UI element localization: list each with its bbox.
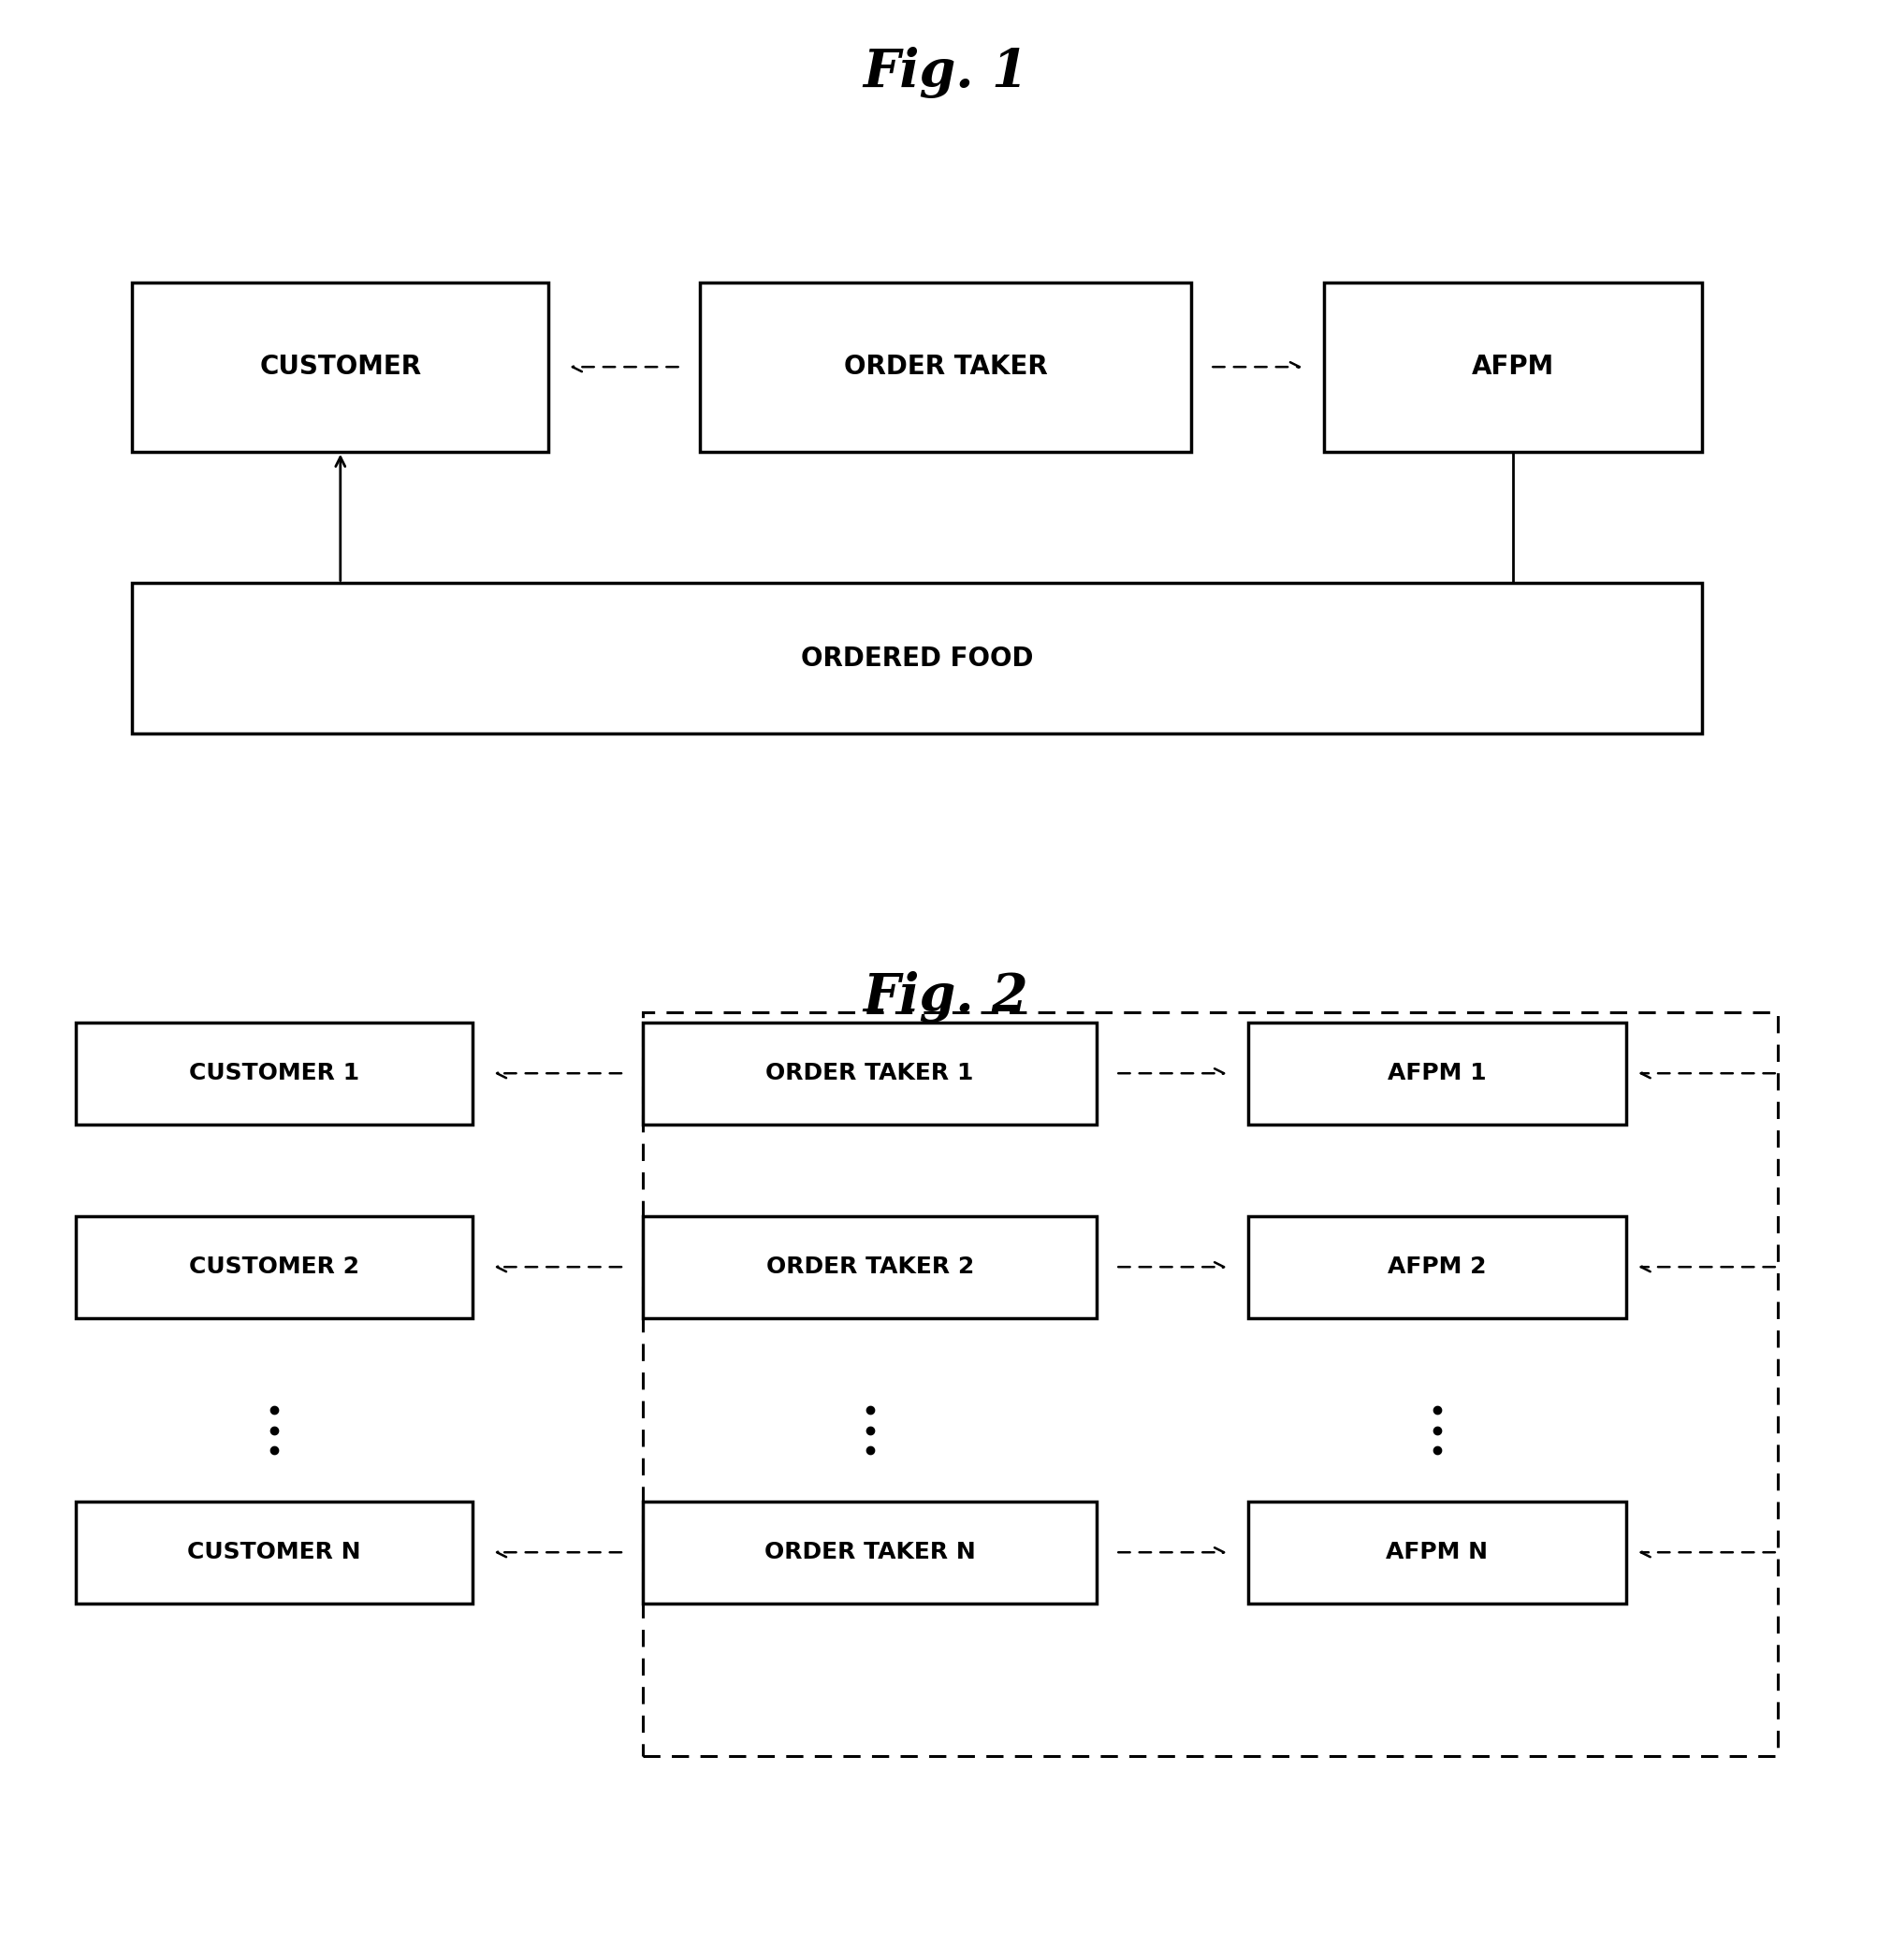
Text: CUSTOMER 2: CUSTOMER 2 — [189, 1256, 359, 1278]
Text: Fig. 2: Fig. 2 — [862, 972, 1029, 1023]
Text: ORDER TAKER: ORDER TAKER — [843, 355, 1048, 380]
Text: AFPM 1: AFPM 1 — [1388, 1062, 1486, 1084]
Bar — [76, 1215, 473, 1317]
Text: AFPM N: AFPM N — [1386, 1541, 1488, 1564]
Text: CUSTOMER N: CUSTOMER N — [187, 1541, 361, 1564]
Bar — [1248, 1501, 1626, 1603]
Bar — [1248, 1215, 1626, 1317]
Bar — [132, 282, 548, 451]
Bar — [132, 584, 1702, 733]
Text: AFPM: AFPM — [1471, 355, 1554, 380]
Text: CUSTOMER 1: CUSTOMER 1 — [189, 1062, 359, 1084]
Bar — [1248, 1023, 1626, 1125]
Text: ORDER TAKER 1: ORDER TAKER 1 — [766, 1062, 974, 1084]
Text: ORDER TAKER N: ORDER TAKER N — [764, 1541, 976, 1564]
Bar — [700, 282, 1191, 451]
Text: Fig. 1: Fig. 1 — [862, 47, 1029, 98]
Text: ORDERED FOOD: ORDERED FOOD — [802, 645, 1032, 672]
Text: CUSTOMER: CUSTOMER — [259, 355, 422, 380]
Bar — [643, 1215, 1097, 1317]
Bar — [643, 1023, 1097, 1125]
Bar — [643, 1011, 1778, 1756]
Text: AFPM 2: AFPM 2 — [1388, 1256, 1486, 1278]
Bar — [76, 1501, 473, 1603]
Text: ORDER TAKER 2: ORDER TAKER 2 — [766, 1256, 974, 1278]
Bar — [76, 1023, 473, 1125]
Bar — [643, 1501, 1097, 1603]
Bar — [1324, 282, 1702, 451]
